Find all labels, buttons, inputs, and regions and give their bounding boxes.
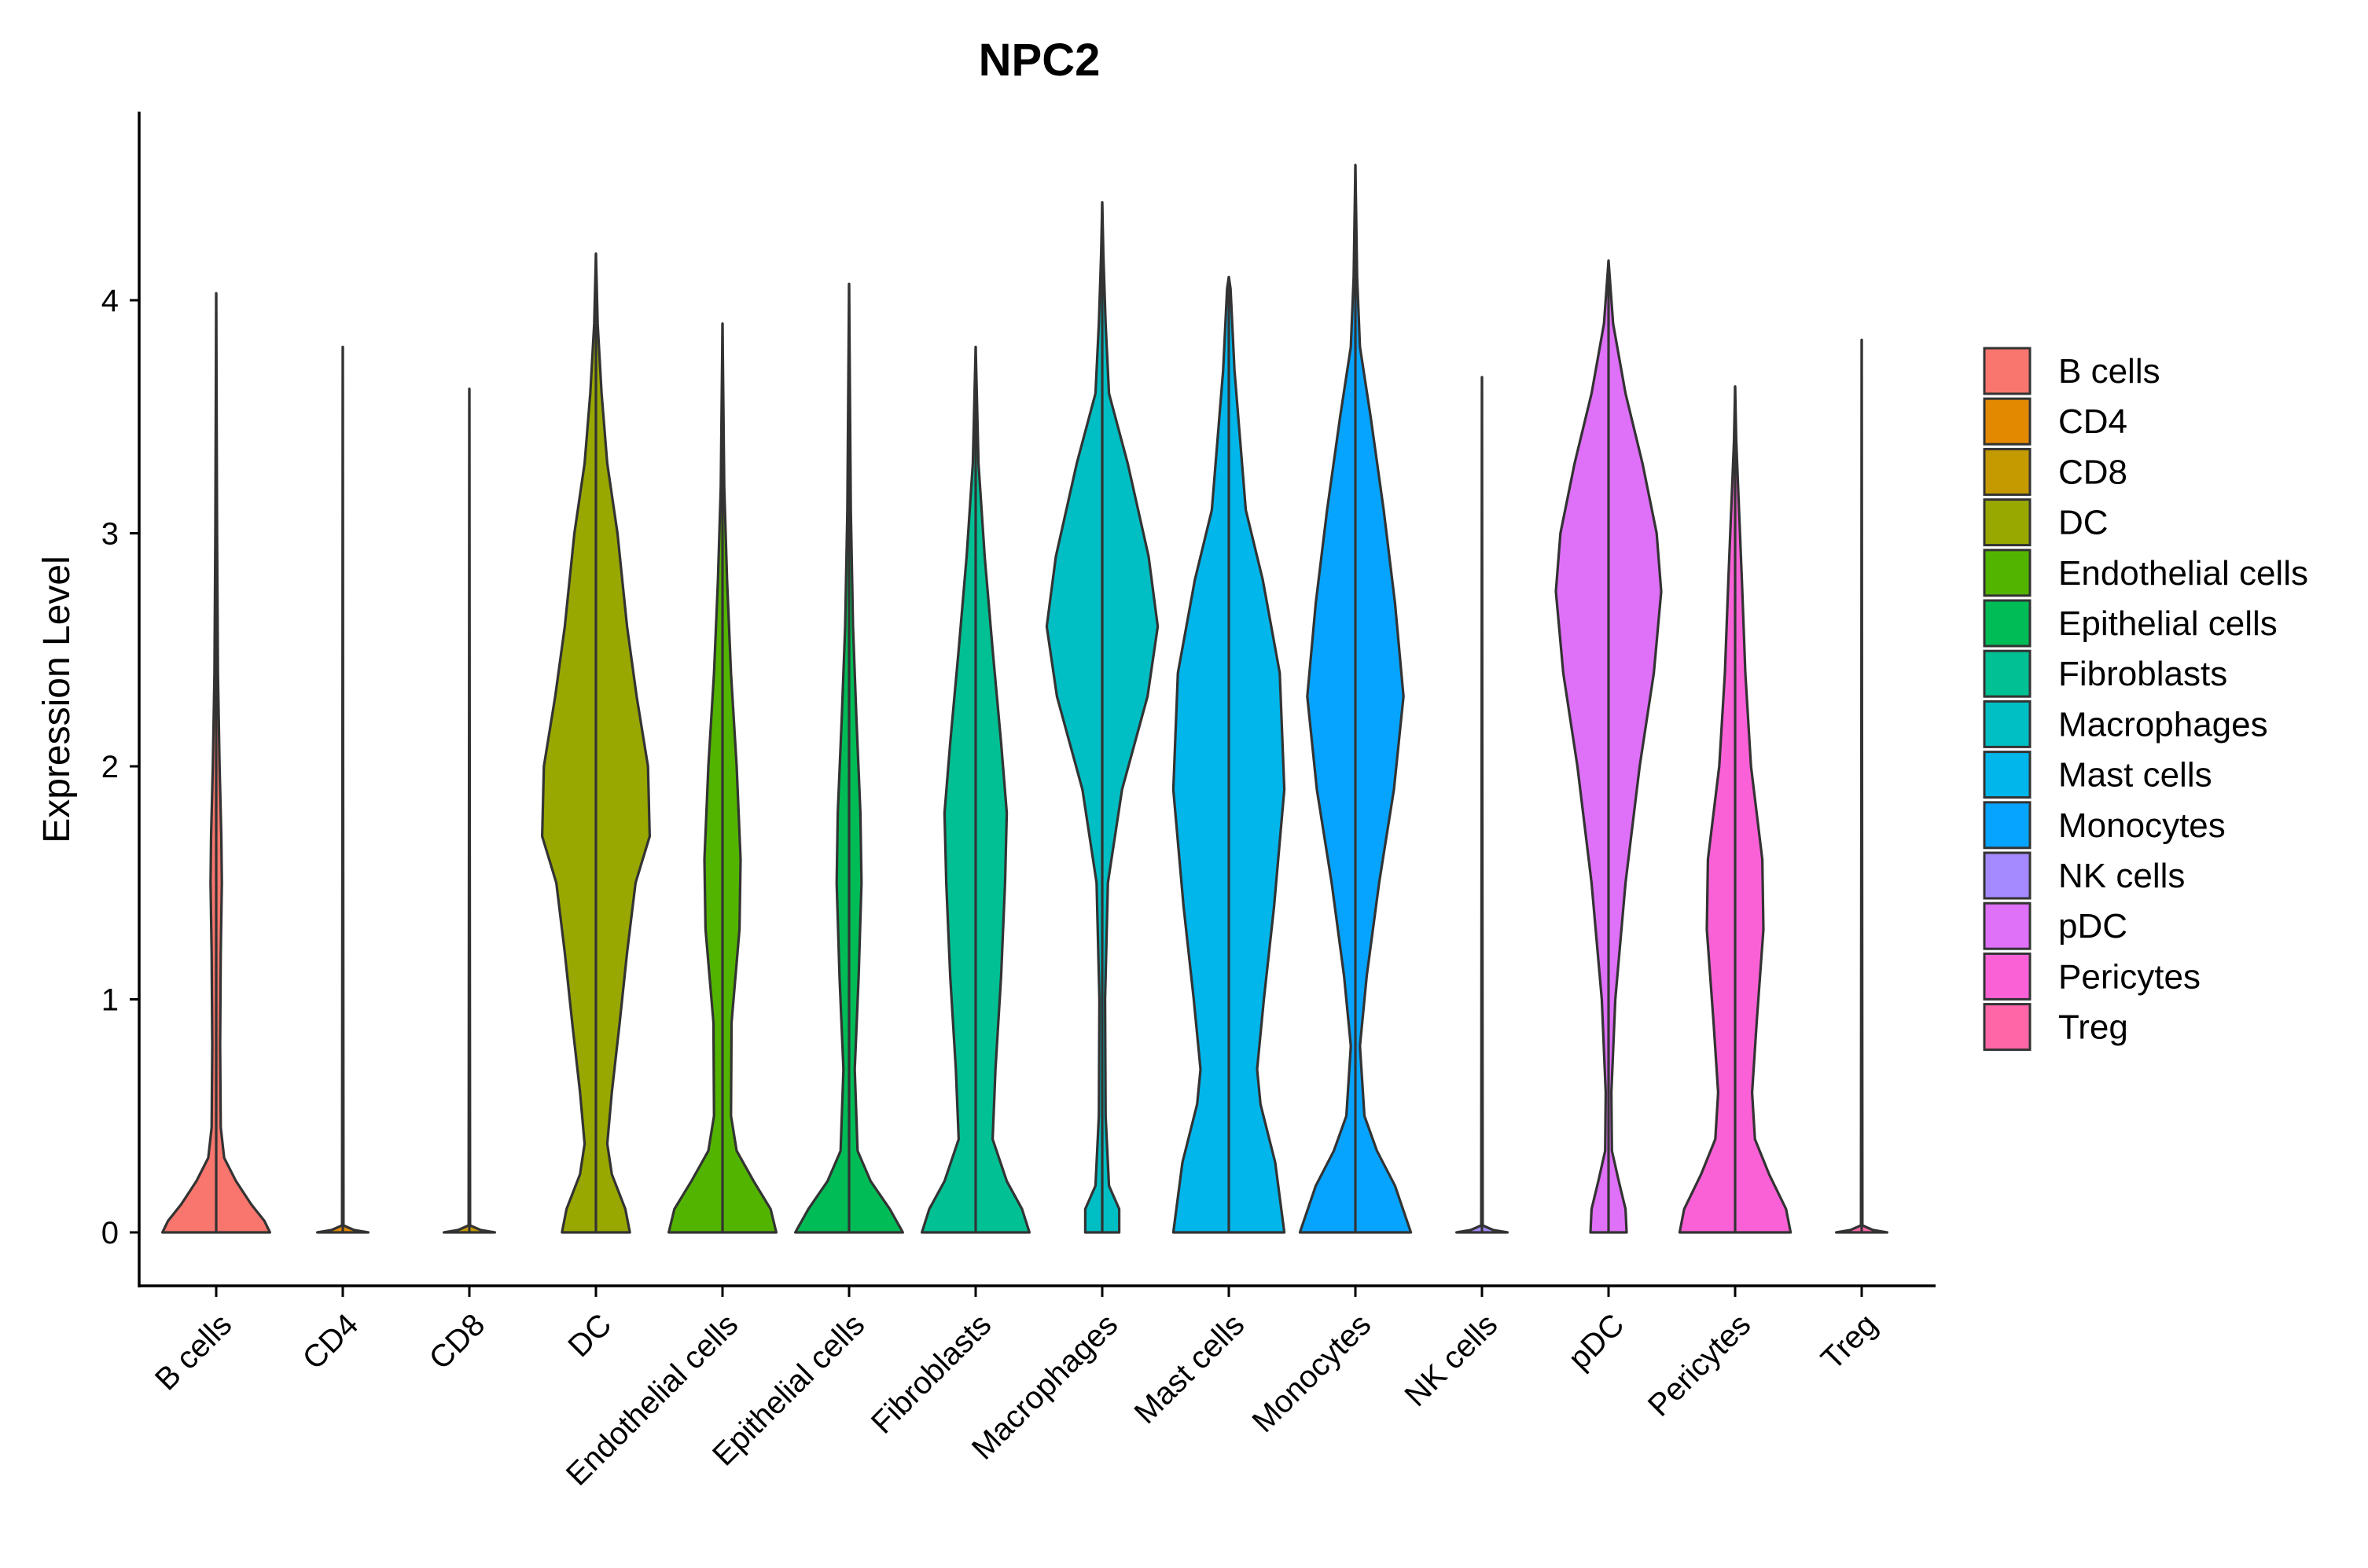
violin-group (667, 322, 778, 1234)
legend-swatch (1983, 549, 2032, 597)
legend-item: Monocytes (1983, 801, 2226, 850)
legend-item: Fibroblasts (1983, 649, 2227, 698)
violin-group (1554, 259, 1663, 1234)
legend-label: Endothelial cells (2058, 554, 2308, 593)
violin-group (541, 252, 651, 1234)
y-tick-label: 0 (101, 1216, 119, 1250)
legend-item: CD8 (1983, 447, 2127, 496)
chart-title: NPC2 (979, 35, 1101, 86)
legend-label: NK cells (2058, 857, 2185, 895)
legend-item: Epithelial cells (1983, 599, 2278, 648)
legend-item: DC (1983, 498, 2109, 547)
x-tick-label: B cells (149, 1307, 238, 1397)
legend-label: Monocytes (2058, 806, 2226, 845)
legend-label: CD8 (2058, 453, 2127, 491)
legend-item: Endothelial cells (1983, 549, 2308, 597)
legend-item: Treg (1983, 1003, 2128, 1052)
x-tick-label: Fibroblasts (865, 1307, 998, 1440)
legend-swatch (1983, 397, 2032, 446)
legend-item: NK cells (1983, 851, 2185, 900)
x-tick-label: Mast cells (1128, 1307, 1252, 1430)
legend-swatch (1983, 801, 2032, 850)
violin-group (443, 387, 496, 1234)
legend-label: Pericytes (2058, 957, 2201, 996)
legend-swatch (1983, 902, 2032, 950)
legend-label: Treg (2058, 1008, 2128, 1047)
legend-label: DC (2058, 504, 2109, 542)
violin-group (1455, 376, 1509, 1234)
legend-item: Macrophages (1983, 700, 2268, 748)
violin-layer (161, 163, 1888, 1234)
violin-group (921, 345, 1031, 1234)
x-tick-label: NK cells (1399, 1307, 1505, 1413)
legend-swatch (1983, 649, 2032, 698)
x-tick-label: DC (561, 1307, 618, 1364)
legend-label: B cells (2058, 352, 2160, 391)
legend-label: pDC (2058, 907, 2127, 946)
legend-swatch (1983, 347, 2032, 395)
x-tick-label: pDC (1562, 1307, 1631, 1376)
y-axis-ticks: 0 1 2 3 4 (101, 284, 139, 1250)
legend-swatch (1983, 599, 2032, 648)
violin-group (1835, 338, 1888, 1234)
x-tick-label: Monocytes (1245, 1307, 1377, 1439)
legend-swatch (1983, 751, 2032, 799)
x-tick-label: CD8 (423, 1307, 492, 1376)
violin-group (794, 282, 904, 1234)
legend-swatch (1983, 1003, 2032, 1052)
violin-group (1298, 163, 1413, 1234)
legend-swatch (1983, 851, 2032, 900)
violin-group (161, 292, 271, 1234)
legend-swatch (1983, 447, 2032, 496)
legend-label: Fibroblasts (2058, 655, 2227, 693)
y-tick-label: 4 (101, 284, 119, 318)
legend-item: B cells (1983, 347, 2160, 395)
y-tick-label: 2 (101, 750, 119, 784)
legend-item: Mast cells (1983, 751, 2212, 799)
legend-swatch (1983, 498, 2032, 547)
y-tick-label: 3 (101, 517, 119, 552)
y-axis-label: Expression Level (36, 556, 78, 843)
legend-label: Mast cells (2058, 756, 2212, 795)
violin-group (316, 345, 370, 1234)
legend-item: CD4 (1983, 397, 2127, 446)
legend-label: CD4 (2058, 402, 2127, 441)
y-tick-label: 1 (101, 983, 119, 1018)
x-tick-label: Pericytes (1642, 1307, 1757, 1423)
legend-item: pDC (1983, 902, 2127, 950)
legend: B cells CD4 CD8 DC Endothelial cells Epitheli… (1983, 347, 2308, 1052)
violin-group (1678, 385, 1793, 1234)
legend-label: Macrophages (2058, 705, 2268, 744)
legend-label: Epithelial cells (2058, 604, 2278, 643)
legend-swatch (1983, 952, 2032, 1001)
violin-group (1171, 275, 1286, 1234)
legend-swatch (1983, 700, 2032, 748)
legend-item: Pericytes (1983, 952, 2201, 1001)
violin-group (1045, 200, 1160, 1234)
x-tick-label: CD4 (296, 1307, 366, 1376)
x-tick-label: Treg (1815, 1307, 1884, 1376)
